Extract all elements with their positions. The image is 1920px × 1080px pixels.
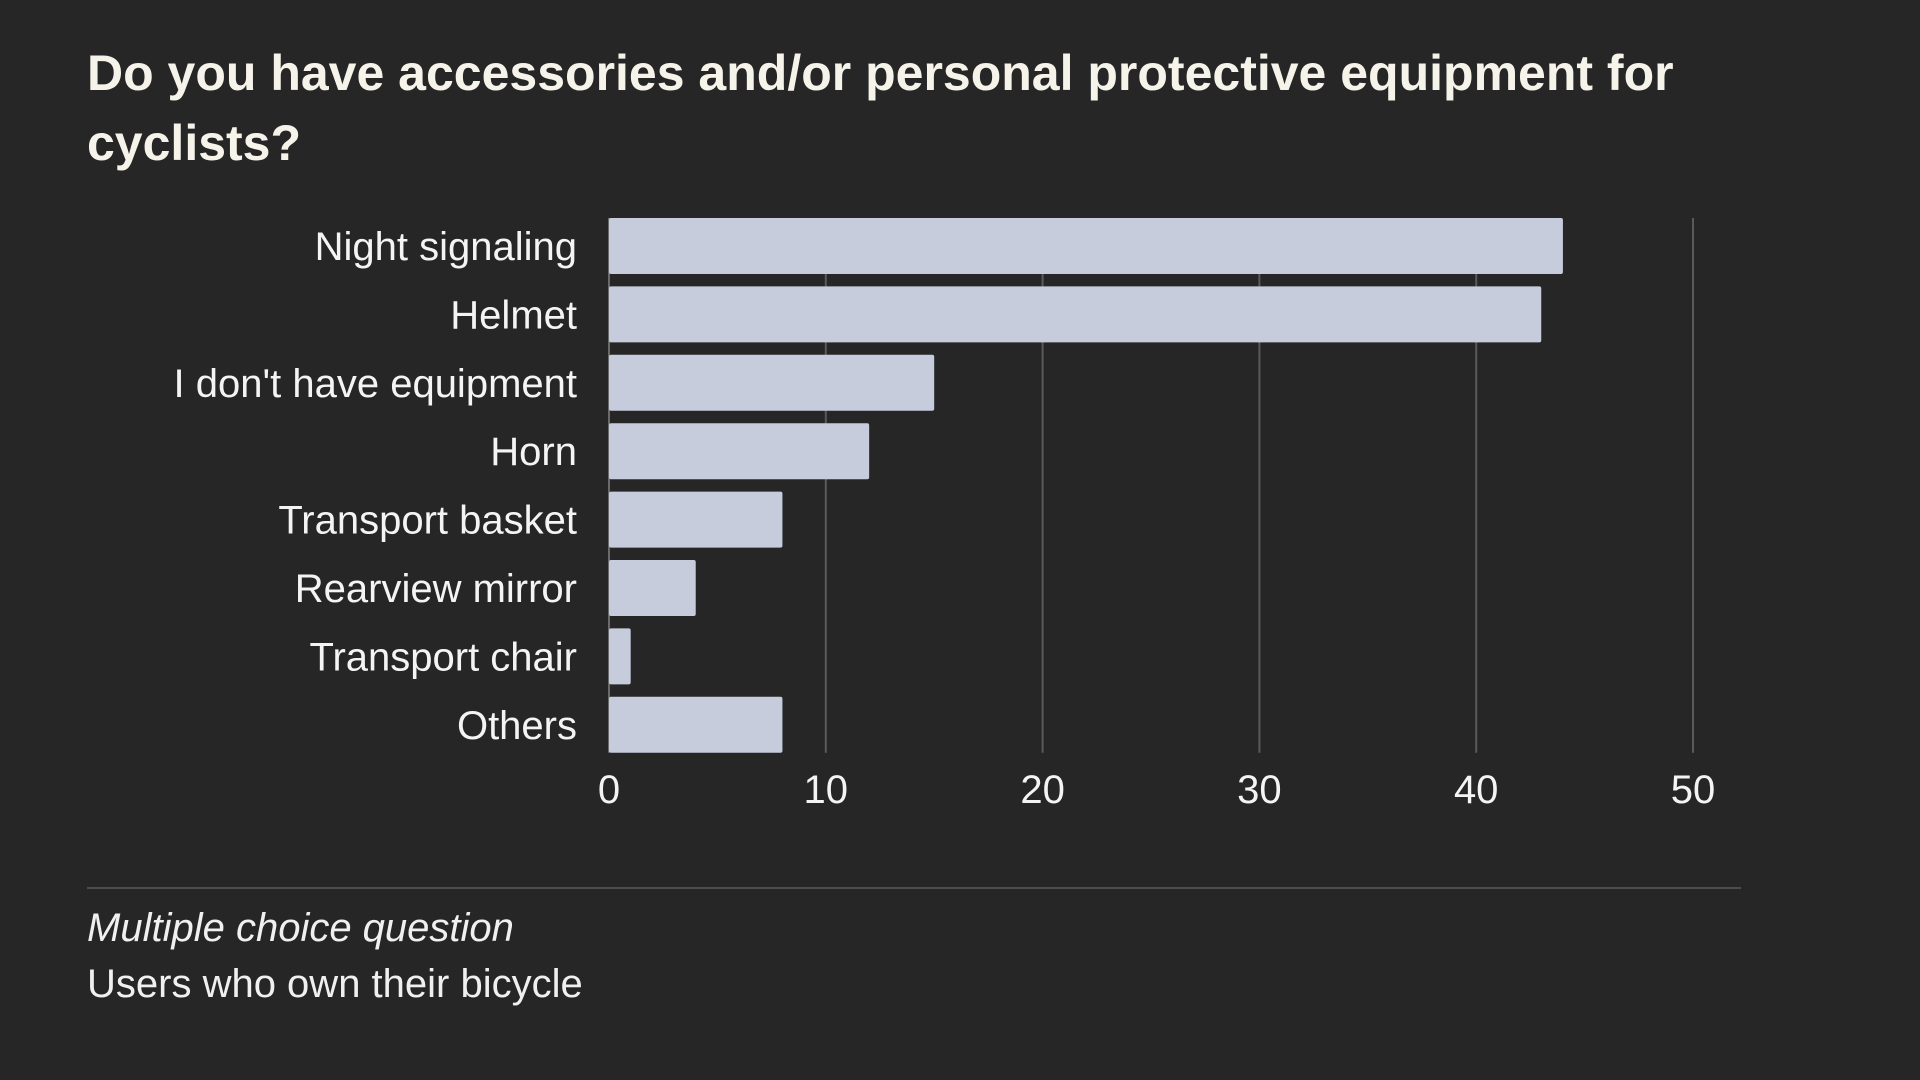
- x-tick-label: 0: [598, 768, 620, 812]
- bar: [609, 628, 631, 685]
- x-tick-label: 10: [804, 768, 849, 812]
- category-label: Night signaling: [315, 225, 577, 269]
- bar: [609, 491, 783, 548]
- category-label: Helmet: [450, 293, 577, 337]
- x-tick-label: 30: [1237, 768, 1282, 812]
- bars: [609, 218, 1563, 753]
- category-label: Transport chair: [310, 635, 578, 679]
- x-tick-label: 20: [1020, 768, 1065, 812]
- bar: [609, 696, 783, 753]
- bar: [609, 354, 935, 411]
- bar: [609, 560, 696, 616]
- bar: [609, 286, 1542, 343]
- category-label: Transport basket: [278, 499, 577, 543]
- bar: [609, 423, 870, 480]
- footer-divider: [87, 887, 1741, 889]
- chart-title: Do you have accessories and/or personal …: [87, 45, 1674, 171]
- bar: [609, 218, 1563, 274]
- category-label: I don't have equipment: [174, 362, 577, 406]
- footer-note: Multiple choice question: [87, 906, 514, 950]
- category-label: Rearview mirror: [295, 567, 577, 611]
- x-axis-tick-labels: 0 10 20 30 40 50: [598, 768, 1715, 812]
- category-label: Horn: [490, 430, 577, 474]
- x-tick-label: 50: [1671, 768, 1716, 812]
- category-label: Others: [457, 704, 577, 748]
- category-labels: Night signaling Helmet I don't have equipm…: [174, 225, 577, 748]
- footer-population: Users who own their bicycle: [87, 962, 583, 1006]
- x-tick-label: 40: [1454, 768, 1499, 812]
